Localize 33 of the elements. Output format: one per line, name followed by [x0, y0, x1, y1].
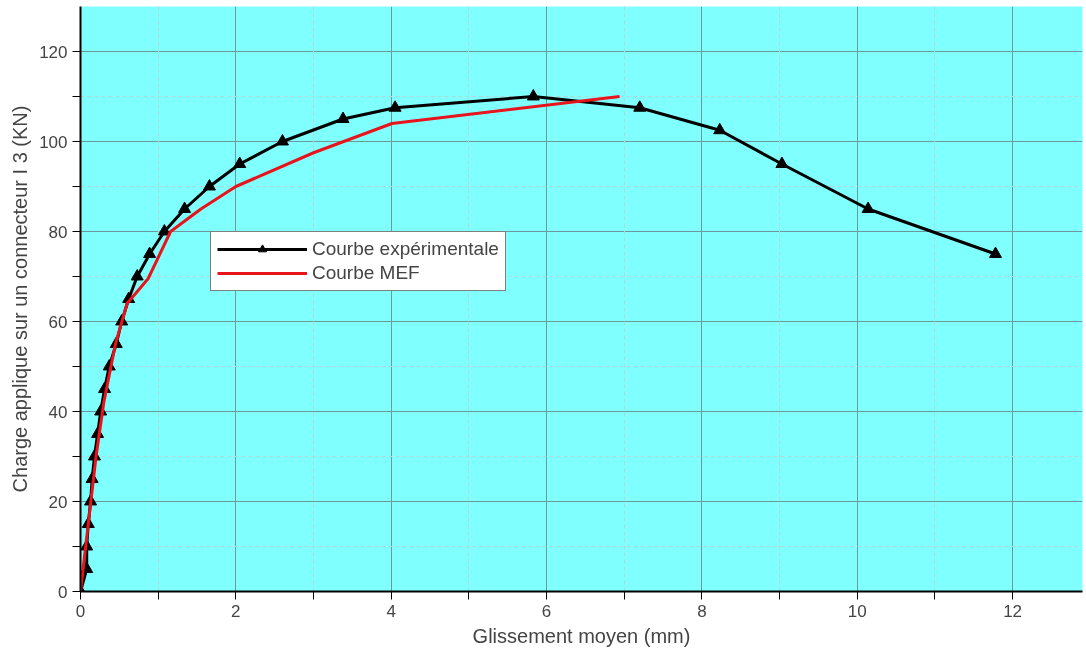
- legend-label: Courbe MEF: [312, 262, 420, 284]
- x-tick-label: 10: [847, 601, 867, 621]
- point: [388, 100, 402, 112]
- x-axis-title: Glissement moyen (mm): [472, 624, 691, 647]
- point: [526, 89, 540, 101]
- y-tick-label: 80: [48, 222, 68, 242]
- y-tick-label: 100: [39, 132, 68, 152]
- y-tick-label: 60: [48, 312, 68, 332]
- legend-label: Courbe expérimentale: [312, 238, 499, 260]
- x-tick-label: 0: [75, 601, 86, 621]
- point: [275, 134, 289, 146]
- point: [178, 201, 192, 213]
- point: [633, 100, 647, 112]
- point: [861, 201, 875, 213]
- x-tick-label: 4: [386, 601, 396, 621]
- point: [336, 111, 350, 123]
- x-tick-label: 8: [697, 601, 707, 621]
- point: [130, 269, 144, 281]
- point: [989, 246, 1002, 258]
- point: [157, 224, 171, 236]
- x-tick-label: 2: [231, 601, 241, 621]
- y-tick-label: 120: [39, 42, 68, 62]
- y-tick-label: 0: [58, 582, 68, 602]
- point: [143, 246, 157, 258]
- y-tick-label: 40: [48, 402, 68, 422]
- point: [713, 122, 727, 135]
- x-tick-label: 6: [541, 601, 552, 621]
- point: [775, 156, 789, 168]
- point: [202, 179, 216, 191]
- y-axis-title: Charge applique sur un connecteur I 3 (KN): [9, 105, 32, 493]
- y-tick-label: 20: [48, 492, 68, 512]
- x-tick-label: 12: [1003, 601, 1023, 621]
- point: [233, 156, 247, 168]
